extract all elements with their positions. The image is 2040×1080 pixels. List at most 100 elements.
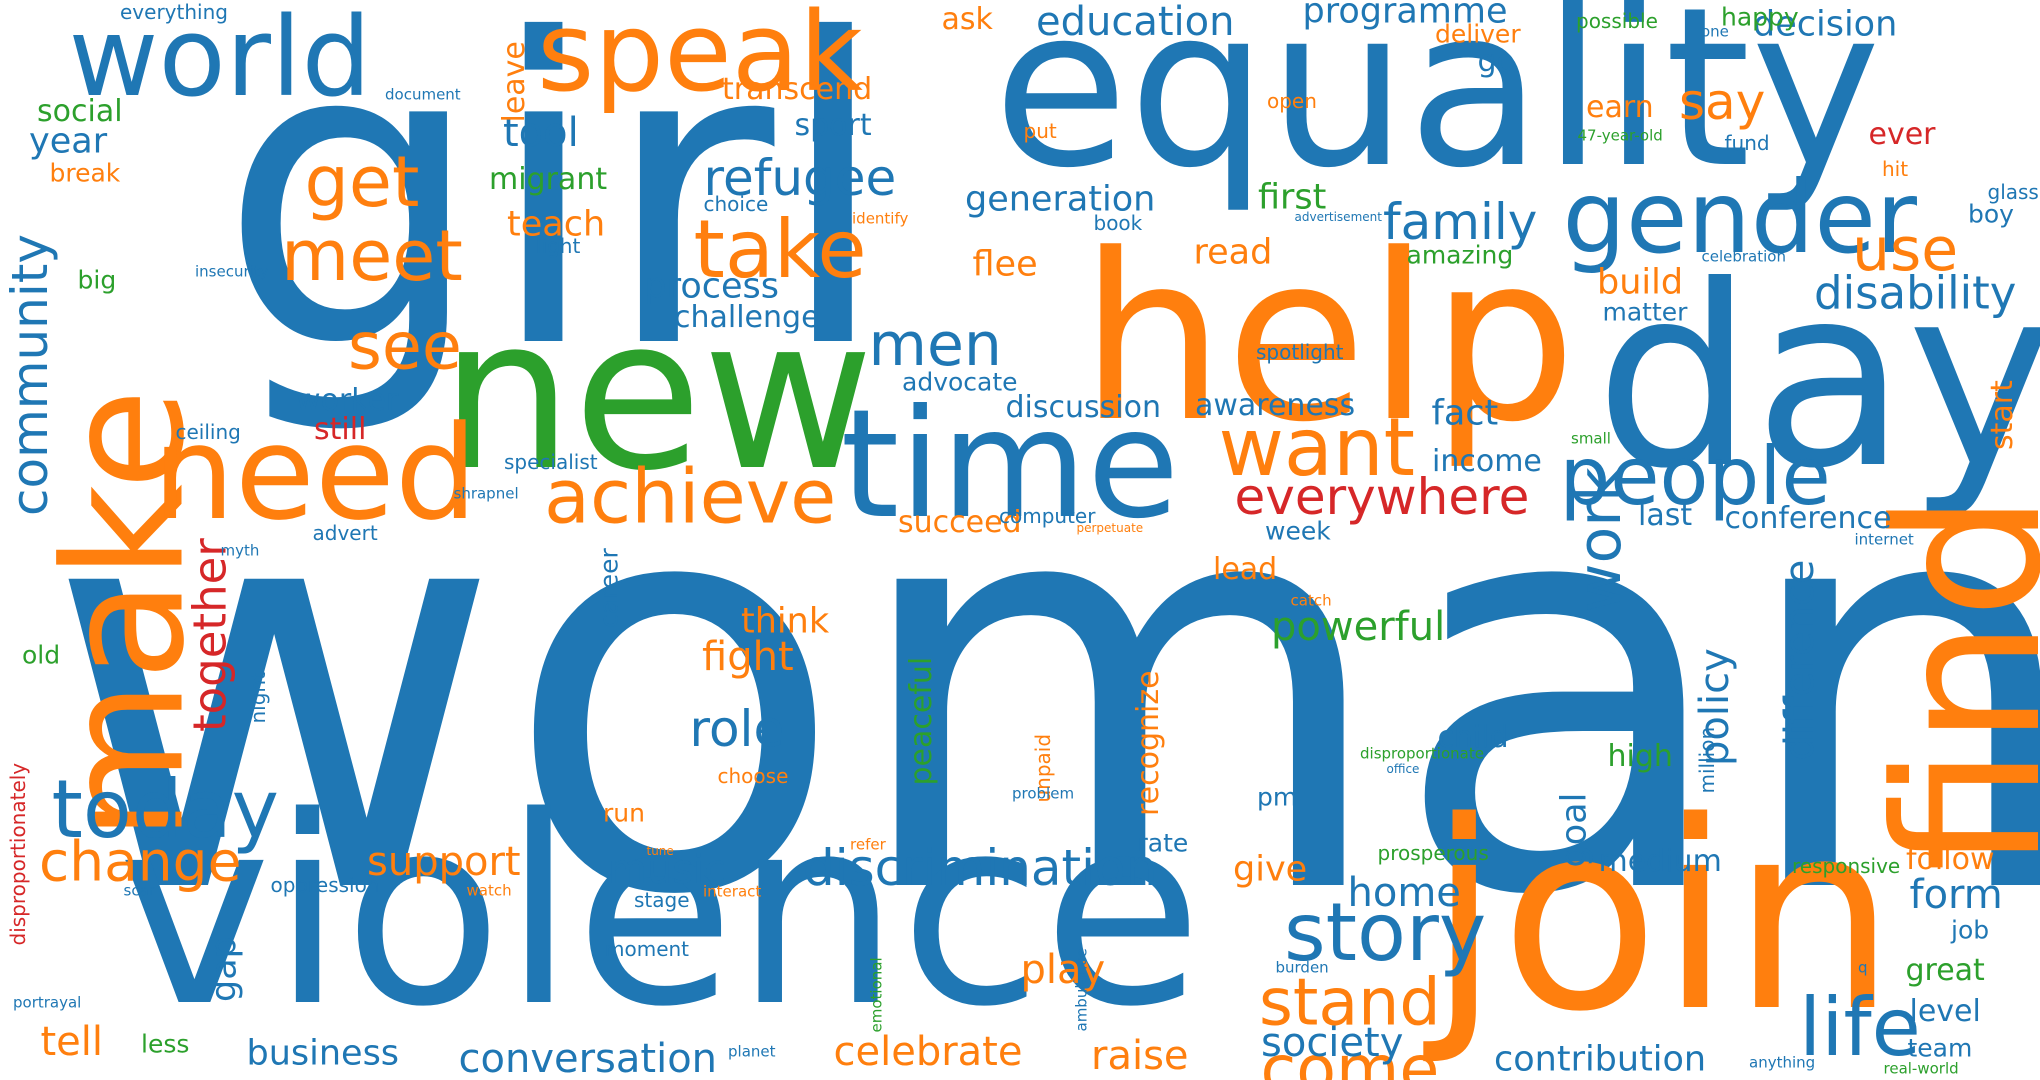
word-gap: gap	[204, 936, 245, 1002]
word-prosperous: prosperous	[1377, 841, 1489, 865]
word-responsive: responsive	[1792, 854, 1901, 878]
word-succeed: succeed	[898, 505, 1022, 540]
word-amazing: amazing	[1406, 240, 1514, 270]
word-support: support	[367, 839, 521, 885]
word-equality: equality	[993, 0, 1881, 216]
word-help: help	[1079, 206, 1577, 473]
word-use: use	[1852, 215, 1959, 285]
word-office: office	[1386, 762, 1420, 776]
word-advocate: advocate	[902, 367, 1018, 397]
word-programme: programme	[1302, 0, 1508, 32]
word-advertisement: advertisement	[1294, 210, 1382, 224]
word-light: light	[536, 234, 581, 258]
word-watch: watch	[466, 881, 512, 900]
word-night: night	[246, 672, 270, 724]
word-identify: identify	[852, 209, 909, 228]
word-gender: gender	[1562, 159, 1918, 276]
word-tell: tell	[40, 1019, 104, 1065]
word-earn: earn	[1586, 90, 1654, 125]
word-education: education	[1036, 0, 1235, 45]
word-first: first	[1258, 177, 1327, 218]
word-fact: fact	[1431, 393, 1499, 434]
word-men: men	[868, 310, 1002, 380]
word-family: family	[1383, 193, 1538, 251]
word-internet: internet	[1854, 530, 1914, 549]
word-music: music	[608, 847, 727, 893]
word-planet: planet	[728, 1042, 776, 1061]
word-transcend: transcend	[722, 72, 873, 107]
word-lead: lead	[1213, 552, 1278, 587]
word-break: break	[49, 158, 121, 188]
word-week: week	[1265, 516, 1331, 546]
word-refer: refer	[850, 835, 886, 854]
word-boy: boy	[1968, 199, 2014, 229]
word-open: open	[1267, 89, 1317, 113]
word-find: find	[1853, 492, 2040, 872]
word-flee: flee	[972, 244, 1038, 285]
word-oppression: oppression	[270, 873, 380, 897]
word-peaceful: peaceful	[904, 656, 939, 786]
word-one: one	[1701, 22, 1729, 41]
word-burden: burden	[1275, 958, 1329, 977]
word-leave: leave	[497, 41, 532, 123]
word-scar: scar	[123, 881, 155, 900]
word-happy: happy	[1721, 2, 1799, 32]
word-problem: problem	[1012, 784, 1075, 803]
word-ceiling: ceiling	[175, 420, 241, 444]
word-day: day	[1595, 232, 2040, 523]
word-disproportionately: disproportionately	[6, 762, 30, 946]
word-possible: possible	[1576, 9, 1658, 33]
word-sport: sport	[794, 108, 872, 143]
word-social: social	[37, 94, 123, 129]
word-come: come	[1260, 1032, 1440, 1080]
word-47-year-old: 47-year-old	[1577, 126, 1663, 145]
word-new: new	[440, 272, 875, 517]
word-child: child	[1437, 720, 1509, 755]
word-specialist: specialist	[504, 450, 598, 474]
word-difference: difference	[1777, 559, 1823, 761]
word-conference: conference	[1724, 501, 1892, 536]
word-choice: choice	[703, 192, 769, 216]
word-change: change	[39, 829, 242, 894]
word-decision: decision	[1753, 4, 1898, 45]
word-tool: tool	[503, 110, 579, 156]
word-real-world: real-world	[1883, 1059, 1959, 1078]
word-people: people	[1559, 430, 1831, 523]
word-rate: rate	[1137, 828, 1189, 858]
word-million: million	[1695, 726, 1719, 794]
word-everything: everything	[120, 0, 228, 24]
word-process: process	[644, 266, 780, 307]
word-great: great	[1905, 953, 1985, 988]
word-career: career	[594, 548, 624, 628]
word-everywhere: everywhere	[1234, 468, 1530, 526]
word-advert: advert	[312, 521, 378, 545]
word-migrant: migrant	[489, 162, 608, 197]
word-catch: catch	[1290, 591, 1332, 610]
word-hit: hit	[1882, 157, 1909, 181]
word-discussion: discussion	[1005, 390, 1161, 425]
word-fund: fund	[1724, 131, 1770, 155]
word-medium: medium	[1598, 844, 1722, 879]
word-meet: meet	[281, 215, 463, 297]
word-contribution: contribution	[1494, 1039, 1707, 1080]
word-interact: interact	[703, 882, 762, 901]
word-get: get	[304, 141, 420, 223]
word-need: need	[152, 397, 478, 549]
word-go: go	[1477, 44, 1515, 79]
word-insecurity: insecurity	[195, 262, 269, 281]
word-team: team	[1907, 1033, 1973, 1063]
word-challenge: challenge	[674, 300, 820, 335]
word-put: put	[1023, 119, 1057, 143]
word-woman: woman	[45, 366, 2040, 1018]
word-want: want	[1218, 401, 1416, 494]
word-high: high	[1607, 739, 1673, 774]
word-home: home	[1347, 870, 1461, 916]
word-income: income	[1432, 444, 1542, 479]
word-read: read	[1193, 232, 1273, 273]
word-discrimination: discrimination	[803, 839, 1158, 897]
word-conversation: conversation	[458, 1036, 718, 1080]
word-community: community	[1, 234, 59, 516]
word-emotional: emotional	[867, 957, 886, 1033]
word-society: society	[1261, 1020, 1404, 1066]
